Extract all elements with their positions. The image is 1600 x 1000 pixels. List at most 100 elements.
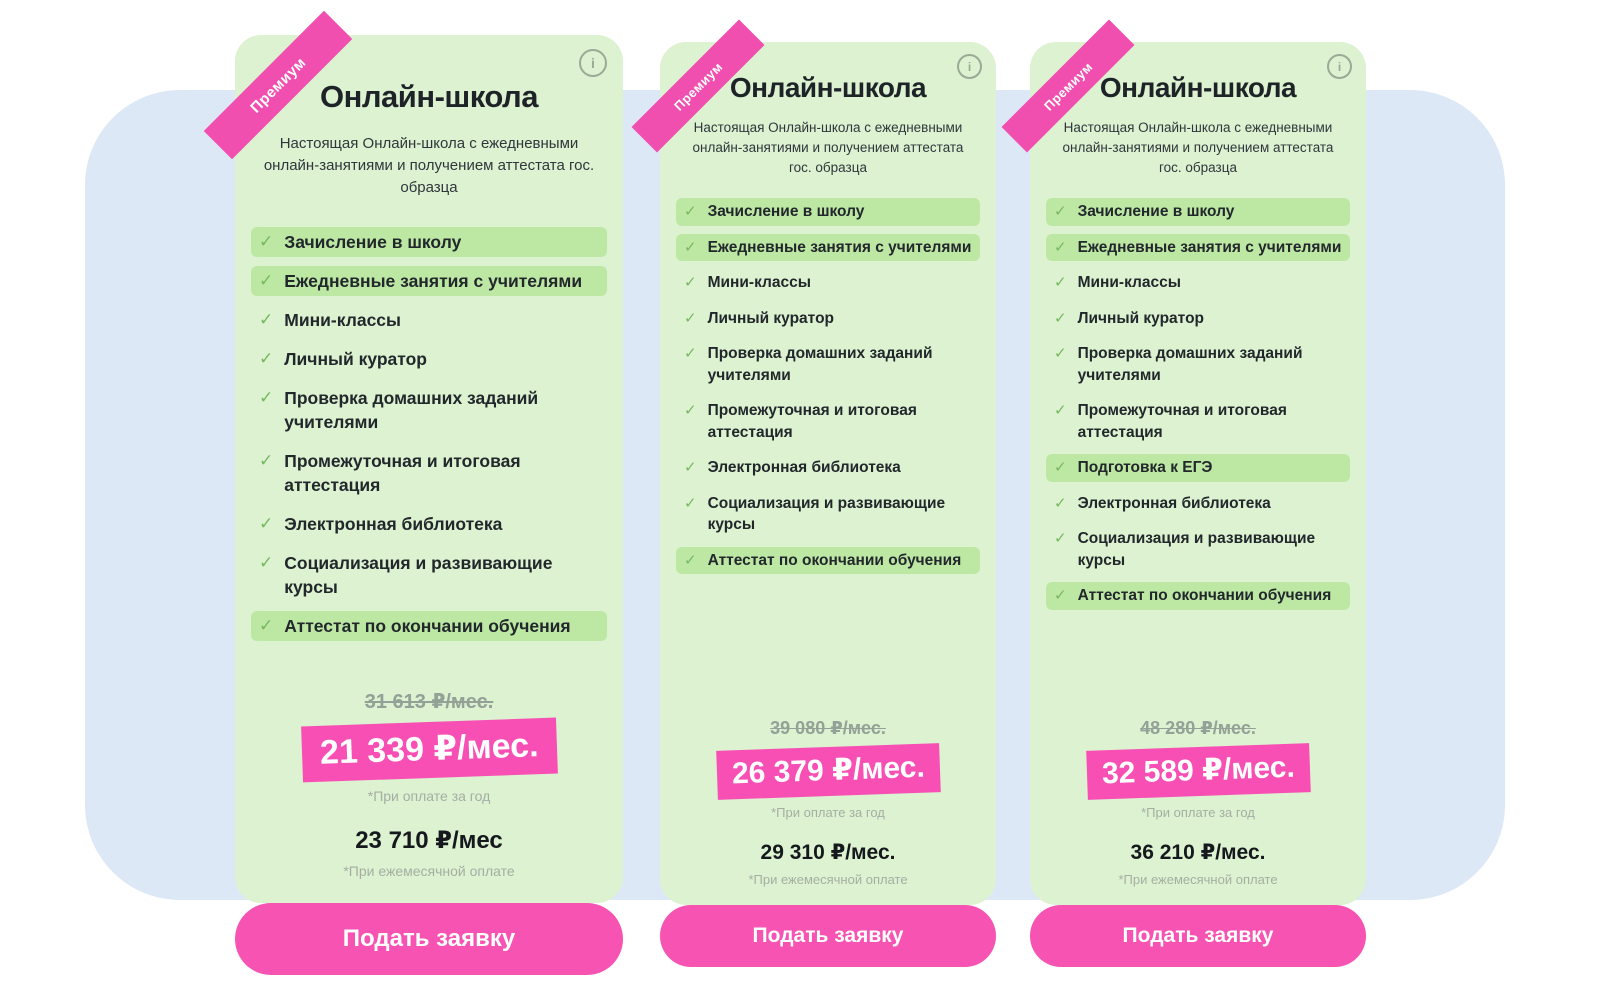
check-icon: ✓ [684, 274, 697, 291]
check-icon: ✓ [1054, 203, 1067, 220]
feature-item: ✓ Промежуточная и итоговая аттестация [676, 397, 980, 446]
check-icon: ✓ [684, 203, 697, 220]
feature-item: ✓ Электронная библиотека [676, 454, 980, 482]
info-icon[interactable]: i [1327, 54, 1352, 79]
pricing-block: 39 080 ₽/мес. 26 379 ₽/мес. *При оплате … [676, 718, 980, 887]
feature-item: ✓ Проверка домашних заданий учителями [676, 340, 980, 389]
card-body: Премиум i Онлайн-школа Настоящая Онлайн-… [203, 10, 623, 903]
feature-label: Личный куратор [707, 309, 834, 327]
feature-label: Личный куратор [284, 349, 427, 369]
feature-item: ✓ Мини-классы [676, 269, 980, 297]
check-icon: ✓ [684, 494, 697, 512]
check-icon: ✓ [684, 309, 697, 327]
check-icon: ✓ [1054, 238, 1067, 256]
feature-item: ✓ Социализация и развивающие курсы [1046, 525, 1350, 574]
feature-item: ✓ Аттестат по окончании обучения [1046, 582, 1350, 610]
feature-label: Зачисление в школу [284, 232, 462, 252]
feature-label: Ежедневные занятия с учителями [707, 238, 972, 256]
feature-label: Проверка домашних заданий учителями [707, 345, 933, 384]
feature-item: ✓ Проверка домашних заданий учителями [1046, 340, 1350, 389]
feature-label: Аттестат по окончании обучения [1077, 587, 1332, 604]
info-icon[interactable]: i [957, 54, 982, 79]
feature-item: ✓ Социализация и развивающие курсы [251, 548, 607, 602]
check-icon: ✓ [1054, 402, 1067, 419]
feature-label: Зачисление в школу [707, 203, 865, 220]
feature-label: Аттестат по окончании обучения [707, 551, 962, 569]
info-icon[interactable]: i [579, 49, 607, 77]
feature-label: Электронная библиотека [707, 459, 901, 476]
feature-item: ✓ Мини-классы [251, 305, 607, 335]
card-description: Настоящая Онлайн-школа с ежедневными онл… [263, 135, 595, 196]
promo-price: 21 339 ₽/мес. [300, 717, 558, 783]
feature-item: ✓ Промежуточная и итоговая аттестация [1046, 397, 1350, 446]
feature-item: ✓ Личный куратор [1046, 305, 1350, 333]
feature-item: ✓ Ежедневные занятия с учителями [251, 266, 607, 296]
feature-label: Промежуточная и итоговая аттестация [707, 402, 917, 441]
pricing-block: 48 280 ₽/мес. 32 589 ₽/мес. *При оплате … [1046, 718, 1350, 887]
check-icon: ✓ [684, 238, 697, 256]
feature-label: Промежуточная и итоговая аттестация [284, 451, 521, 495]
feature-label: Электронная библиотека [284, 514, 503, 534]
feature-label: Проверка домашних заданий учителями [1077, 345, 1303, 384]
monthly-price: 36 210 ₽/мес. [1130, 841, 1266, 864]
check-icon: ✓ [259, 232, 274, 251]
monthly-price: 29 310 ₽/мес. [760, 841, 896, 864]
monthly-note: *При ежемесячной оплате [748, 872, 908, 887]
feature-list: ✓ Зачисление в школу ✓ Ежедневные занятия с… [251, 227, 607, 650]
feature-list: ✓ Зачисление в школу ✓ Ежедневные занятия с… [1046, 198, 1350, 618]
feature-item: ✓ Ежедневные занятия с учителями [676, 233, 980, 261]
check-icon: ✓ [684, 459, 697, 476]
card-title: Онлайн-школа [320, 79, 538, 114]
old-price: 39 080 ₽/мес. [770, 718, 886, 738]
promo-note: *При оплате за год [771, 805, 885, 820]
monthly-note: *При ежемесячной оплате [1118, 872, 1278, 887]
feature-item: ✓ Подготовка к ЕГЭ [1046, 454, 1350, 482]
card-title: Онлайн-школа [1099, 72, 1297, 103]
feature-label: Промежуточная и итоговая аттестация [1077, 402, 1287, 441]
pricing-card-2: Премиум i Онлайн-школа Настоящая Онлайн-… [631, 19, 996, 967]
check-icon: ✓ [1054, 345, 1067, 362]
check-icon: ✓ [259, 616, 274, 635]
submit-application-button[interactable]: Подать заявку [1030, 905, 1366, 967]
pricing-block: 31 613 ₽/мес. 21 339 ₽/мес. *При оплате … [251, 689, 607, 879]
feature-label: Проверка домашних заданий учителями [284, 388, 539, 432]
check-icon: ✓ [1054, 530, 1067, 547]
check-icon: ✓ [684, 551, 697, 569]
feature-item: ✓ Социализация и развивающие курсы [676, 490, 980, 539]
feature-item: ✓ Электронная библиотека [1046, 490, 1350, 518]
check-icon: ✓ [1054, 459, 1067, 476]
check-icon: ✓ [684, 345, 697, 362]
feature-item: ✓ Личный куратор [251, 344, 607, 374]
feature-item: ✓ Зачисление в школу [251, 227, 607, 257]
feature-label: Аттестат по окончании обучения [284, 616, 571, 636]
feature-list: ✓ Зачисление в школу ✓ Ежедневные занятия с… [676, 198, 980, 582]
card-body: Премиум i Онлайн-школа Настоящая Онлайн-… [631, 19, 996, 905]
promo-price: 32 589 ₽/мес. [1085, 743, 1311, 800]
feature-item: ✓ Промежуточная и итоговая аттестация [251, 446, 607, 500]
feature-item: ✓ Ежедневные занятия с учителями [1046, 233, 1350, 261]
feature-label: Ежедневные занятия с учителями [284, 271, 583, 291]
feature-item: ✓ Личный куратор [676, 305, 980, 333]
feature-item: ✓ Зачисление в школу [676, 198, 980, 226]
card-description: Настоящая Онлайн-школа с ежедневными онл… [1062, 120, 1334, 175]
submit-application-button[interactable]: Подать заявку [660, 905, 996, 967]
feature-label: Электронная библиотека [1077, 494, 1271, 512]
check-icon: ✓ [259, 514, 274, 533]
old-price: 31 613 ₽/мес. [364, 691, 494, 713]
check-icon: ✓ [259, 553, 274, 572]
feature-label: Ежедневные занятия с учителями [1077, 238, 1342, 256]
pricing-card-3: Премиум i Онлайн-школа Настоящая Онлайн-… [1001, 19, 1366, 967]
submit-application-button[interactable]: Подать заявку [235, 903, 623, 975]
monthly-note: *При ежемесячной оплате [343, 863, 515, 879]
check-icon: ✓ [1054, 587, 1067, 604]
premium-ribbon-label: Премиум [670, 58, 726, 114]
check-icon: ✓ [1054, 274, 1067, 291]
feature-label: Мини-классы [707, 274, 811, 291]
feature-item: ✓ Электронная библиотека [251, 509, 607, 539]
card-body: Премиум i Онлайн-школа Настоящая Онлайн-… [1001, 19, 1366, 905]
promo-price: 26 379 ₽/мес. [715, 743, 941, 800]
check-icon: ✓ [259, 388, 274, 407]
feature-label: Социализация и развивающие курсы [1077, 530, 1316, 569]
pricing-card-1: Премиум i Онлайн-школа Настоящая Онлайн-… [203, 10, 623, 975]
feature-item: ✓ Аттестат по окончании обучения [251, 611, 607, 641]
